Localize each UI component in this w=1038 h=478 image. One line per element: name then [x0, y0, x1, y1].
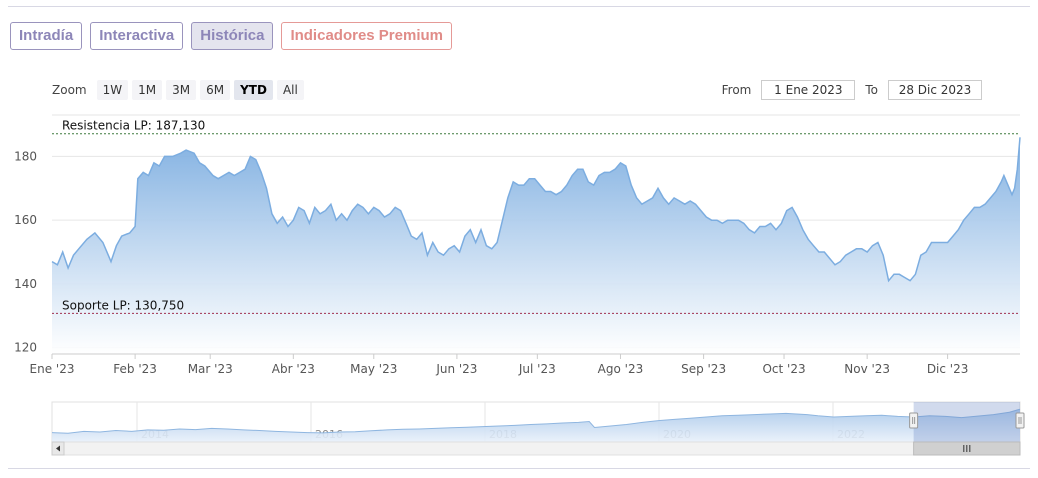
- top-divider: [8, 6, 1030, 7]
- tab-interactiva[interactable]: Interactiva: [90, 22, 184, 50]
- navigator-left-handle[interactable]: [909, 412, 919, 429]
- x-tick-label: Feb '23: [113, 362, 157, 376]
- scrollbar-thumb[interactable]: [913, 441, 1021, 456]
- navigator-line: [51, 408, 1021, 434]
- x-tick-label: Ago '23: [598, 362, 644, 376]
- x-tick-label: Nov '23: [844, 362, 890, 376]
- zoom-all-button[interactable]: All: [276, 80, 304, 100]
- zoom-ytd-button[interactable]: YTD: [234, 80, 273, 100]
- y-tick-label: 120: [14, 341, 37, 355]
- y-tick-label: 160: [14, 213, 37, 227]
- price-line: [51, 137, 1021, 283]
- x-tick-label: Jun '23: [435, 362, 477, 376]
- handle-grip: [909, 412, 919, 429]
- from-date-input[interactable]: [761, 80, 856, 100]
- y-tick-label: 180: [14, 149, 37, 163]
- x-tick-label: May '23: [350, 362, 397, 376]
- zoom-1m-button[interactable]: 1M: [132, 80, 163, 100]
- resistance-label: Resistencia LP: 187,130: [62, 119, 205, 133]
- x-tick-label: Sep '23: [681, 362, 726, 376]
- tab-indicadores-premium[interactable]: Indicadores Premium: [281, 22, 452, 50]
- x-tick-label: Abr '23: [272, 362, 315, 376]
- handle-grip: [1015, 412, 1025, 429]
- scrollbar-track[interactable]: [51, 441, 1021, 456]
- navigator-window: [913, 402, 1020, 442]
- chevron-left-icon: [56, 445, 60, 452]
- zoom-6m-button[interactable]: 6M: [200, 80, 231, 100]
- x-tick-label: Ene '23: [30, 362, 75, 376]
- tab-historica[interactable]: Histórica: [191, 22, 274, 50]
- zoom-selector: Zoom 1W 1M 3M 6M YTD All: [52, 80, 304, 100]
- navigator-area: [52, 409, 1020, 442]
- to-date-input[interactable]: [888, 80, 982, 100]
- scroll-left-button[interactable]: [51, 441, 65, 456]
- from-label: From: [721, 83, 752, 97]
- navigator-right-handle[interactable]: [1015, 412, 1025, 429]
- zoom-1w-button[interactable]: 1W: [96, 80, 129, 100]
- to-label: To: [865, 83, 878, 97]
- bottom-divider: [8, 468, 1030, 469]
- tab-bar: Intradía Interactiva Histórica Indicador…: [10, 22, 452, 50]
- x-tick-label: Dic '23: [927, 362, 969, 376]
- x-tick-label: Oct '23: [762, 362, 805, 376]
- zoom-3m-button[interactable]: 3M: [166, 80, 197, 100]
- x-tick-label: Jul '23: [518, 362, 556, 376]
- date-range: From To: [722, 80, 982, 100]
- price-area: [52, 137, 1020, 354]
- support-label: Soporte LP: 130,750: [62, 298, 184, 312]
- tab-intradia[interactable]: Intradía: [10, 22, 83, 50]
- y-tick-label: 140: [14, 277, 37, 291]
- zoom-label: Zoom: [52, 83, 87, 97]
- x-tick-label: Mar '23: [188, 362, 233, 376]
